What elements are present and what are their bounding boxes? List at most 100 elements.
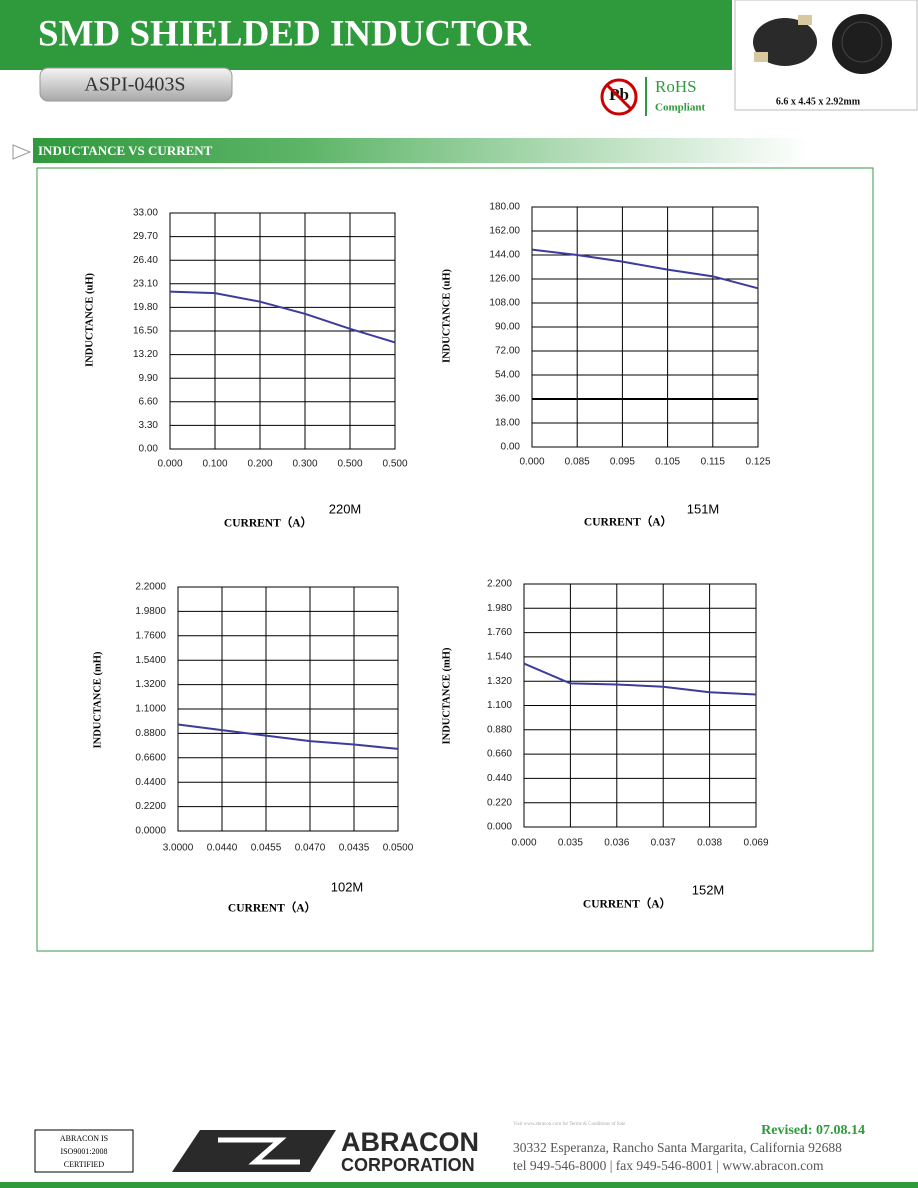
y-tick-label: 0.00: [139, 444, 159, 455]
part-number: ASPI-0403S: [84, 74, 185, 96]
cert-box: [34, 1129, 134, 1173]
logo-name: ABRACON: [341, 1127, 479, 1157]
inductor-core: [841, 21, 883, 63]
y-tick-label: 0.6600: [135, 752, 166, 763]
x-tick-label: 0.115: [701, 457, 726, 468]
cert-line: ABRACON IS: [60, 1134, 108, 1143]
x-tick-label: 0.085: [565, 457, 590, 468]
revised: Revised: 07.08.14: [761, 1123, 865, 1138]
x-tick-label: 0.000: [157, 459, 182, 470]
x-tick-label: 0.000: [511, 838, 536, 849]
y-tick-label: 0.0000: [135, 826, 166, 837]
inductor-photo: [753, 18, 817, 66]
y-tick-label: 19.80: [133, 302, 158, 313]
y-axis-label: INDUCTANCE (uH): [441, 268, 452, 363]
x-tick-label: 0.0440: [207, 843, 238, 854]
y-tick-label: 3.30: [139, 420, 159, 431]
x-axis-label: CURRENT（A）: [584, 515, 672, 529]
inductor-photo: [832, 14, 892, 74]
x-tick-label: 0.037: [651, 838, 676, 849]
terms: Visit www.abracon.com for Terms & Condit…: [513, 1122, 626, 1127]
y-tick-label: 1.9800: [135, 606, 166, 617]
rohs: RoHS: [655, 77, 697, 96]
x-tick-label: 0.125: [745, 457, 770, 468]
y-tick-label: 9.90: [139, 373, 159, 384]
y-tick-label: 16.50: [133, 326, 158, 337]
x-tick-label: 0.0500: [383, 843, 414, 854]
plot-frame: [531, 206, 759, 448]
y-tick-label: 1.540: [487, 652, 512, 663]
plot-frame: [177, 586, 399, 832]
y-tick-label: 1.100: [487, 700, 512, 711]
header-bar: [0, 0, 732, 70]
footer-bar: [0, 1182, 918, 1188]
y-tick-label: 29.70: [133, 231, 158, 242]
y-tick-label: 0.000: [487, 822, 512, 833]
y-tick-label: 6.60: [139, 396, 159, 407]
cert-line: CERTIFIED: [64, 1160, 105, 1169]
x-tick-label: 0.500: [337, 459, 362, 470]
y-tick-label: 0.440: [487, 773, 512, 784]
y-tick-label: 108.00: [489, 298, 520, 309]
y-tick-label: 33.00: [133, 208, 158, 219]
logo-mark: [172, 1130, 336, 1172]
y-tick-label: 13.20: [133, 349, 158, 360]
section-bar: [33, 138, 810, 163]
y-tick-label: 18.00: [495, 418, 520, 429]
plot-frame: [523, 583, 757, 828]
x-tick-label: 0.000: [519, 457, 544, 468]
x-axis-label: CURRENT（A）: [224, 516, 312, 530]
chart-label: 102M: [331, 879, 364, 894]
y-tick-label: 54.00: [495, 370, 520, 381]
logo-sub: CORPORATION: [341, 1155, 475, 1175]
part-box: [39, 67, 233, 102]
y-tick-label: 1.760: [487, 627, 512, 638]
y-tick-label: 2.2000: [135, 582, 166, 593]
y-tick-label: 0.8800: [135, 728, 166, 739]
x-tick-label: 0.069: [743, 838, 768, 849]
x-tick-label: 0.300: [292, 459, 317, 470]
data-line: [531, 248, 759, 290]
plot-frame: [169, 212, 396, 450]
y-tick-label: 36.00: [495, 394, 520, 405]
y-tick-label: 1.3200: [135, 679, 166, 690]
y-axis-label: INDUCTANCE (mH): [441, 647, 452, 744]
chart-frame: [36, 167, 874, 952]
y-tick-label: 26.40: [133, 255, 158, 266]
y-axis-label: INDUCTANCE (mH): [92, 651, 103, 748]
chart-label: 152M: [692, 882, 725, 897]
data-line: [169, 290, 396, 344]
y-tick-label: 180.00: [489, 202, 520, 213]
rohs-note: Compliant: [655, 102, 705, 114]
chart-label: 151M: [687, 501, 720, 516]
x-tick-label: 0.038: [697, 838, 722, 849]
x-axis-label: CURRENT（A）: [228, 901, 316, 915]
y-tick-label: 0.00: [501, 442, 521, 453]
dimensions: 6.6 x 4.45 x 2.92mm: [776, 96, 861, 107]
y-tick-label: 0.220: [487, 797, 512, 808]
logo-stripe: [218, 1137, 300, 1165]
data-line: [177, 723, 399, 750]
y-tick-label: 1.5400: [135, 655, 166, 666]
section-title: INDUCTANCE VS CURRENT: [38, 143, 213, 158]
address: 30332 Esperanza, Rancho Santa Margarita,…: [513, 1140, 842, 1155]
y-tick-label: 144.00: [489, 250, 520, 261]
x-tick-label: 0.0470: [295, 843, 326, 854]
x-tick-label: 0.500: [382, 459, 407, 470]
inductor-pad: [798, 15, 812, 25]
chart-label: 220M: [329, 501, 362, 516]
y-tick-label: 0.4400: [135, 777, 166, 788]
x-axis-label: CURRENT（A）: [583, 897, 671, 911]
title: SMD SHIELDED INDUCTOR: [38, 13, 532, 54]
x-tick-label: 0.035: [558, 838, 583, 849]
cert-line: ISO9001:2008: [60, 1147, 107, 1156]
y-tick-label: 1.980: [487, 603, 512, 614]
contact: tel 949-546-8000 | fax 949-546-8001 | ww…: [513, 1158, 824, 1173]
y-tick-label: 1.1000: [135, 704, 166, 715]
x-tick-label: 0.200: [247, 459, 272, 470]
x-tick-label: 0.0435: [339, 843, 370, 854]
x-tick-label: 0.095: [610, 457, 635, 468]
y-tick-label: 90.00: [495, 322, 520, 333]
x-tick-label: 0.0455: [251, 843, 282, 854]
